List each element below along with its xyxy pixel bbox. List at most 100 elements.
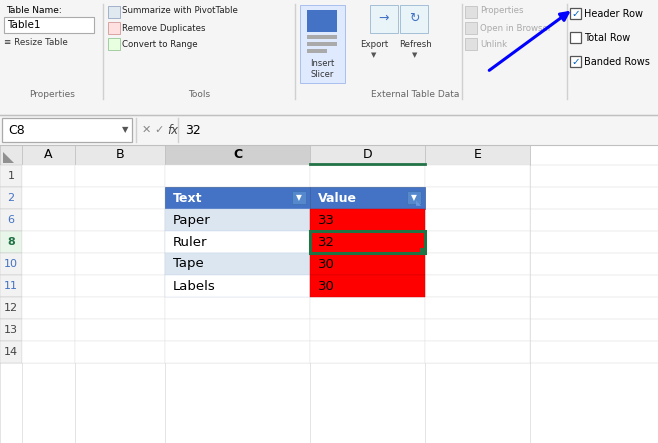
Bar: [307, 10, 337, 32]
Bar: [310, 253, 425, 275]
Text: Total Row: Total Row: [584, 33, 630, 43]
Bar: [165, 275, 310, 297]
Text: ▼: ▼: [296, 194, 302, 202]
Text: Properties: Properties: [29, 90, 75, 99]
Text: 10: 10: [4, 259, 18, 269]
Bar: [0, 0, 658, 115]
Bar: [0, 341, 22, 363]
Text: Export: Export: [360, 40, 388, 49]
Bar: [425, 209, 530, 231]
Bar: [310, 341, 425, 363]
Bar: [307, 49, 327, 53]
Bar: [0, 253, 22, 275]
Text: ▼: ▼: [413, 52, 418, 58]
Bar: [165, 209, 310, 231]
Bar: [75, 187, 165, 209]
Bar: [165, 187, 310, 209]
Text: 14: 14: [4, 347, 18, 357]
Bar: [310, 165, 425, 187]
Polygon shape: [3, 152, 14, 163]
Bar: [310, 231, 425, 253]
Bar: [22, 187, 75, 209]
Bar: [425, 187, 530, 209]
Bar: [292, 191, 306, 204]
Text: Properties: Properties: [480, 5, 524, 15]
Bar: [425, 145, 530, 165]
Bar: [310, 209, 425, 231]
Bar: [425, 319, 530, 341]
Text: Paper: Paper: [173, 214, 211, 226]
Bar: [425, 253, 530, 275]
Bar: [310, 187, 425, 209]
Text: Banded Rows: Banded Rows: [584, 57, 650, 67]
Bar: [400, 5, 428, 33]
Bar: [425, 165, 530, 187]
Bar: [75, 341, 165, 363]
Bar: [22, 209, 75, 231]
Bar: [75, 145, 165, 165]
Bar: [75, 165, 165, 187]
Bar: [165, 165, 310, 187]
Text: Labels: Labels: [173, 280, 216, 292]
Bar: [75, 319, 165, 341]
Bar: [165, 231, 310, 253]
Bar: [425, 275, 530, 297]
Text: C: C: [233, 148, 242, 162]
Bar: [0, 209, 22, 231]
Text: Value: Value: [318, 191, 357, 205]
Text: ≡ Resize Table: ≡ Resize Table: [4, 38, 68, 47]
Bar: [2, 118, 132, 142]
Text: Summarize with PivotTable: Summarize with PivotTable: [122, 5, 238, 15]
Bar: [0, 231, 22, 253]
Bar: [570, 56, 581, 67]
Text: Table Name:: Table Name:: [6, 6, 62, 15]
Bar: [75, 297, 165, 319]
Text: ✓: ✓: [154, 125, 163, 135]
Bar: [22, 145, 75, 165]
Bar: [407, 191, 421, 204]
Text: ↻: ↻: [409, 12, 419, 24]
Bar: [465, 38, 477, 50]
Bar: [165, 231, 310, 253]
Text: 6: 6: [7, 215, 14, 225]
Bar: [465, 22, 477, 34]
Bar: [165, 187, 310, 209]
Bar: [310, 297, 425, 319]
Bar: [165, 275, 310, 297]
Text: 13: 13: [4, 325, 18, 335]
Bar: [310, 209, 425, 231]
Bar: [165, 319, 310, 341]
Text: 33: 33: [318, 214, 335, 226]
Bar: [165, 145, 310, 165]
Bar: [22, 319, 75, 341]
Bar: [165, 253, 310, 275]
Bar: [0, 165, 22, 187]
Text: Insert
Slicer: Insert Slicer: [310, 59, 334, 79]
Bar: [310, 275, 425, 297]
Bar: [0, 115, 658, 145]
Text: 1: 1: [7, 171, 14, 181]
Text: External Table Data: External Table Data: [371, 90, 459, 99]
Text: ▼: ▼: [122, 125, 128, 135]
Text: Convert to Range: Convert to Range: [122, 39, 197, 48]
Text: 2: 2: [7, 193, 14, 203]
Text: ✓: ✓: [571, 57, 580, 67]
Text: ✕: ✕: [142, 125, 151, 135]
Text: ▼: ▼: [411, 194, 417, 202]
Text: fx: fx: [167, 124, 178, 136]
Bar: [22, 341, 75, 363]
Bar: [310, 187, 425, 209]
Text: Ruler: Ruler: [173, 236, 207, 249]
Text: ✓: ✓: [571, 9, 580, 19]
Bar: [0, 319, 22, 341]
Bar: [22, 165, 75, 187]
Text: Unlink: Unlink: [480, 39, 507, 48]
Text: Tape: Tape: [173, 257, 204, 271]
Bar: [465, 6, 477, 18]
Bar: [0, 187, 22, 209]
Bar: [570, 32, 581, 43]
Text: ▼: ▼: [371, 52, 376, 58]
Text: 30: 30: [318, 257, 335, 271]
Text: Table1: Table1: [7, 20, 41, 30]
Bar: [75, 209, 165, 231]
